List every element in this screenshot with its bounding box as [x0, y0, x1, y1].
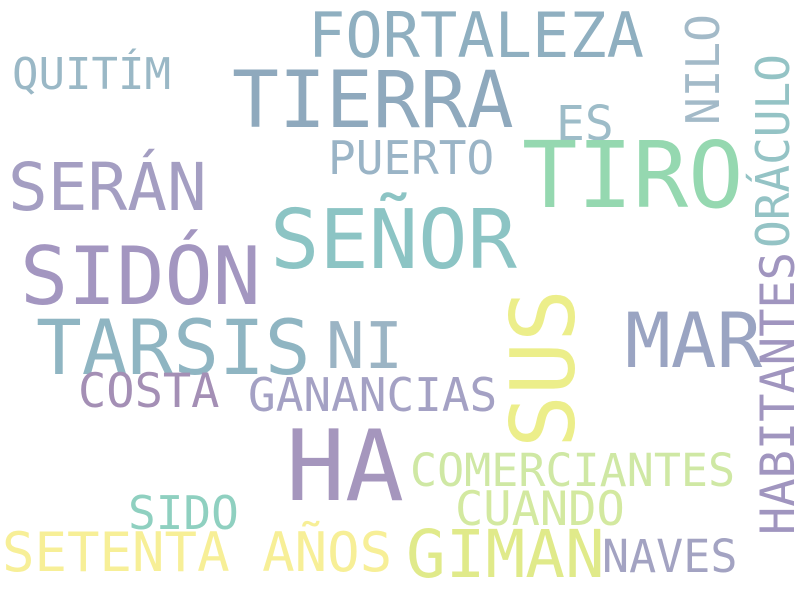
word-ha: HA [286, 410, 405, 524]
word-ganancias: GANANCIAS [248, 368, 498, 422]
word-puerto: PUERTO [328, 131, 495, 185]
word-cuando: CUANDO [455, 482, 625, 537]
word-naves: NAVES [602, 530, 738, 583]
word-tierra: TIERRA [232, 56, 514, 146]
word-tiro: TIRO [522, 122, 744, 229]
word-habitantes: HABITANTES [751, 252, 800, 535]
word-seran: SERÁN [8, 149, 207, 226]
word-quitim: QUITÍM [12, 49, 171, 100]
word-setenta-anos: SETENTA AÑOS [2, 521, 393, 584]
word-mar: MAR [625, 296, 763, 385]
word-sido: SIDO [128, 486, 239, 540]
word-tarsis: TARSIS [36, 303, 311, 392]
word-sidon: SIDÓN [20, 230, 261, 323]
word-oraculo: ORÁCULO [746, 54, 800, 248]
word-ni: NI [326, 310, 404, 384]
word-sus: SUS [492, 289, 595, 448]
word-fortaleza: FORTALEZA [308, 0, 644, 72]
word-nilo: NILO [676, 14, 730, 125]
word-costa: COSTA [78, 364, 220, 419]
word-senor: SEÑOR [270, 193, 517, 288]
word-giman: GIMAN [406, 516, 605, 593]
word-comerciantes: COMERCIANTES [410, 444, 736, 497]
word-es: ES [556, 96, 614, 152]
